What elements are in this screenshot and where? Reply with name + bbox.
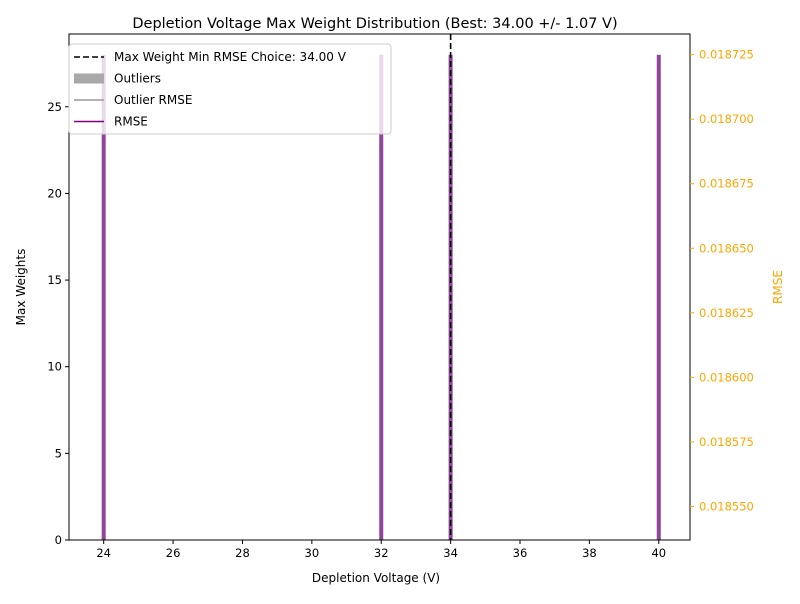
y-tick-label-0: 0 — [55, 533, 62, 547]
y-tick-label-25: 25 — [47, 100, 62, 114]
y2-tick-label-0.018550: 0.018550 — [699, 499, 754, 513]
x-tick-label-26: 26 — [166, 546, 181, 560]
y2-tick-label-0.018600: 0.018600 — [699, 370, 754, 384]
x-axis-label: Depletion Voltage (V) — [312, 571, 440, 585]
legend-label-1: Outliers — [114, 72, 161, 86]
legend-marker-outliers — [74, 73, 104, 84]
legend-label-0: Max Weight Min RMSE Choice: 34.00 V — [114, 50, 347, 64]
x-ticks: 24 26 28 30 32 34 36 38 40 — [96, 540, 666, 560]
bar-24 — [101, 54, 106, 540]
x-tick-label-36: 36 — [513, 546, 528, 560]
x-tick-label-40: 40 — [651, 546, 666, 560]
x-tick-label-30: 30 — [305, 546, 320, 560]
chart-title: Depletion Voltage Max Weight Distributio… — [132, 16, 617, 32]
y2-tick-label-0.018625: 0.018625 — [699, 306, 754, 320]
y-axis-label: Max Weights — [14, 249, 28, 326]
bar-32 — [379, 54, 384, 540]
y-tick-label-10: 10 — [47, 360, 62, 374]
y-tick-label-20: 20 — [47, 186, 62, 200]
y2-tick-label-0.018725: 0.018725 — [699, 48, 754, 62]
x-tick-label-38: 38 — [582, 546, 597, 560]
x-tick-label-28: 28 — [235, 546, 250, 560]
bar-40 — [656, 54, 661, 540]
y2-tick-label-0.018675: 0.018675 — [699, 177, 754, 191]
legend: Max Weight Min RMSE Choice: 34.00 V Outli… — [68, 43, 392, 135]
x-tick-label-32: 32 — [374, 546, 389, 560]
legend-label-2: Outlier RMSE — [114, 93, 192, 107]
y2-tick-label-0.018650: 0.018650 — [699, 241, 754, 255]
x-tick-label-34: 34 — [443, 546, 458, 560]
y2-tick-label-0.018700: 0.018700 — [699, 112, 754, 126]
y-ticks: 0 5 10 15 20 25 — [47, 100, 69, 547]
y2-tick-label-0.018575: 0.018575 — [699, 435, 754, 449]
x-tick-label-24: 24 — [96, 546, 111, 560]
y2-ticks: 0.018550 0.018575 0.018600 0.018625 0.018650… — [689, 34, 754, 540]
y-tick-label-15: 15 — [47, 273, 62, 287]
y2-axis-label: RMSE — [771, 270, 785, 304]
legend-box — [68, 43, 392, 135]
y-tick-label-5: 5 — [55, 446, 62, 460]
legend-label-3: RMSE — [114, 115, 148, 129]
